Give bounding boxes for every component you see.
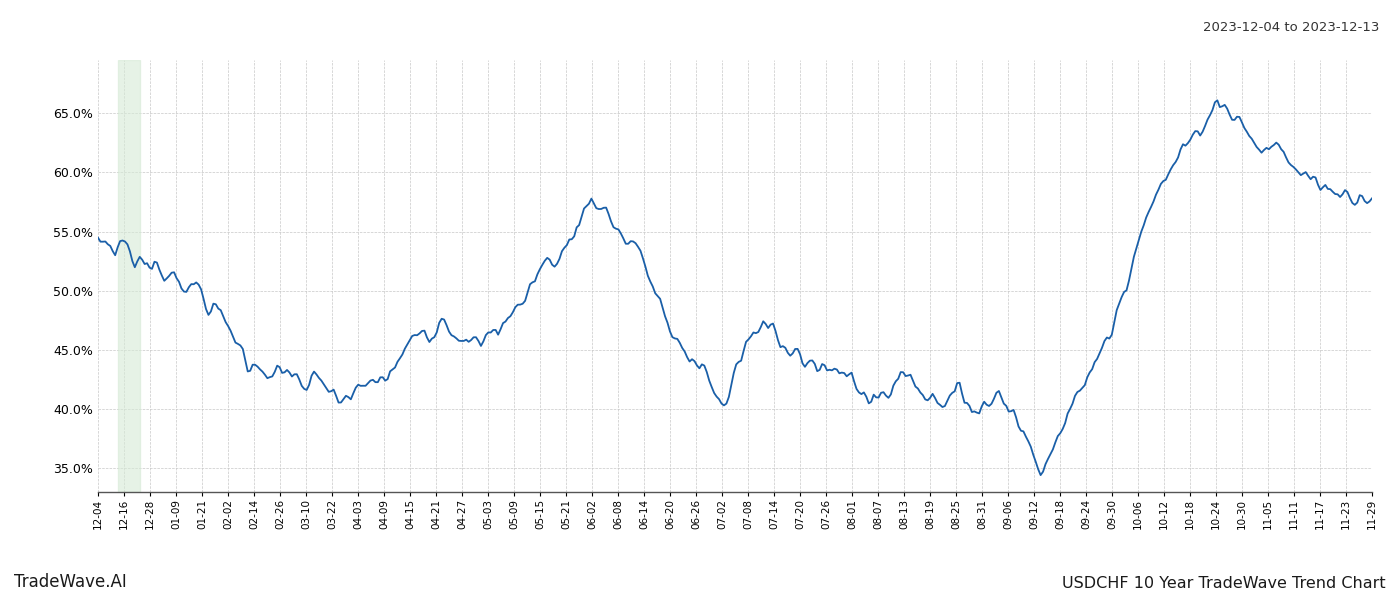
Text: TradeWave.AI: TradeWave.AI — [14, 573, 127, 591]
Bar — [118, 60, 140, 492]
Text: 2023-12-04 to 2023-12-13: 2023-12-04 to 2023-12-13 — [1203, 21, 1379, 34]
Text: USDCHF 10 Year TradeWave Trend Chart: USDCHF 10 Year TradeWave Trend Chart — [1063, 576, 1386, 591]
